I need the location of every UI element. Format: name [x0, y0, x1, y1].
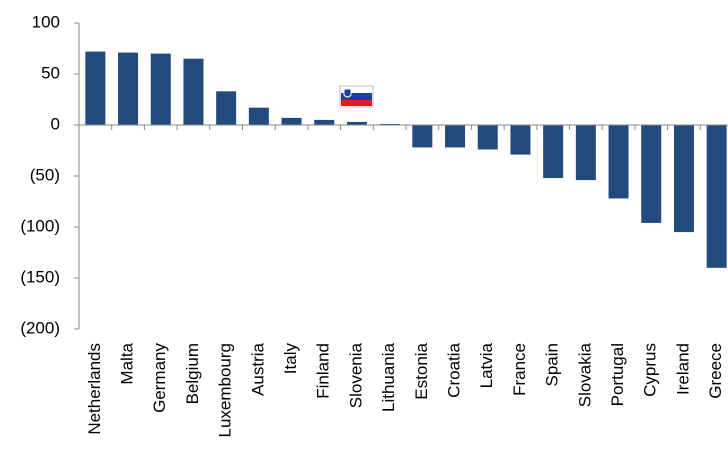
bar — [248, 107, 269, 125]
bar — [346, 121, 367, 125]
y-tick-label: (200) — [20, 318, 60, 337]
y-tick-label: (150) — [20, 267, 60, 286]
bar — [706, 125, 727, 268]
bar — [608, 125, 629, 199]
slovenia-flag — [339, 85, 374, 108]
y-tick-label: 0 — [51, 114, 60, 133]
bar — [445, 125, 466, 148]
x-tick-label: Greece — [706, 343, 725, 399]
x-tick-label: Finland — [314, 343, 333, 399]
bar — [150, 53, 171, 125]
bar — [673, 125, 694, 233]
y-tick-label: (100) — [20, 216, 60, 235]
x-tick-label: France — [510, 343, 529, 396]
y-tick-label: 100 — [32, 12, 60, 31]
bar — [641, 125, 662, 223]
x-tick-label: Latvia — [477, 342, 496, 388]
x-tick-label: Cyprus — [641, 343, 660, 397]
x-tick-label: Netherlands — [85, 343, 104, 435]
bar — [575, 125, 596, 181]
x-tick-label: Spain — [543, 343, 562, 386]
x-tick-label: Malta — [118, 342, 137, 384]
y-tick-label: (50) — [30, 165, 60, 184]
y-tick-label: 50 — [41, 63, 60, 82]
x-tick-label: Lithuania — [379, 342, 398, 412]
bar — [412, 125, 433, 148]
bar — [314, 119, 335, 125]
bar — [85, 51, 106, 126]
bar — [379, 123, 400, 125]
x-tick-label: Estonia — [412, 342, 431, 399]
bar — [216, 91, 237, 125]
x-tick-label: Austria — [248, 342, 267, 395]
x-tick-label: Slovenia — [346, 342, 365, 408]
bar — [543, 125, 564, 179]
bar — [510, 125, 531, 155]
x-tick-label: Ireland — [673, 343, 692, 395]
x-tick-label: Belgium — [183, 343, 202, 404]
x-tick-label: Luxembourg — [216, 343, 235, 438]
bar — [118, 52, 139, 125]
bar — [183, 58, 204, 126]
x-tick-label: Portugal — [608, 343, 627, 406]
bar — [281, 117, 302, 125]
x-tick-label: Italy — [281, 343, 300, 375]
x-tick-label: Germany — [150, 343, 169, 413]
x-tick-label: Slovakia — [575, 342, 594, 407]
x-tick-label: Croatia — [445, 342, 464, 397]
bar — [477, 125, 498, 150]
